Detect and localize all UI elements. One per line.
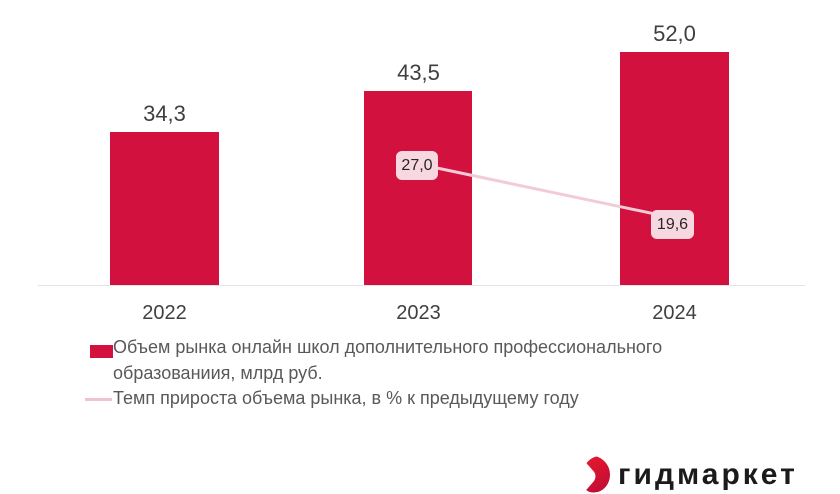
bar-value-label-2023: 43,5 xyxy=(397,60,440,85)
x-tick-2022: 2022 xyxy=(142,302,187,324)
legend-line-label: Темп прироста объема рынка, в % к предыд… xyxy=(113,388,579,408)
legend-bar-label-line2: образованиия, млрд руб. xyxy=(113,363,323,383)
legend-line-swatch xyxy=(85,398,112,401)
line-point-label-2024: 19,6 xyxy=(651,210,694,239)
bar-value-label-2024: 52,0 xyxy=(653,21,696,46)
legend-bar-swatch xyxy=(90,345,113,358)
bar-2023 xyxy=(364,91,472,286)
x-axis-line xyxy=(38,285,805,286)
x-tick-2024: 2024 xyxy=(652,302,697,324)
bar-value-label-2022: 34,3 xyxy=(143,101,186,126)
legend-bar-label-line1: Объем рынка онлайн школ дополнительного … xyxy=(113,337,663,357)
x-tick-2023: 2023 xyxy=(396,302,441,324)
gidmarket-wordmark: гидмаркет xyxy=(618,457,798,491)
line-point-label-2023: 27,0 xyxy=(396,151,438,180)
bar-2024 xyxy=(620,52,729,286)
bar-2022 xyxy=(110,132,219,286)
gidmarket-logo: гидмаркет xyxy=(583,455,798,493)
gidmarket-flame-icon xyxy=(586,456,610,492)
